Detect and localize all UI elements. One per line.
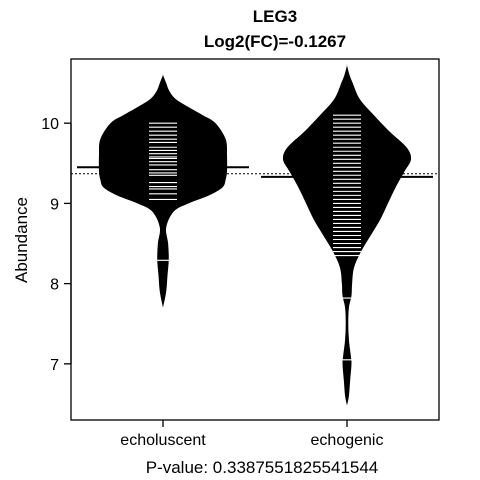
- chart-subtitle: Log2(FC)=-0.1267: [204, 32, 346, 51]
- x-axis-label: P-value: 0.3387551825541544: [146, 458, 379, 477]
- bean-shape: [98, 74, 228, 308]
- y-axis: 7 8 9 10: [41, 116, 72, 374]
- bean-echoluscent: [77, 74, 249, 308]
- x-axis: echoluscent echogenic: [120, 420, 383, 449]
- bean-echogenic: [261, 64, 433, 406]
- y-axis-label: Abundance: [12, 197, 31, 283]
- y-tick-label: 8: [50, 277, 59, 294]
- beans-layer: [71, 64, 439, 406]
- chart-title: LEG3: [253, 7, 297, 26]
- x-tick-label: echoluscent: [120, 432, 206, 449]
- plot-frame: [70, 58, 440, 421]
- x-tick-label: echogenic: [311, 432, 384, 449]
- bean-shape: [282, 64, 412, 406]
- y-tick-label: 7: [50, 357, 59, 374]
- y-tick-label: 9: [50, 196, 59, 213]
- y-tick-label: 10: [41, 116, 59, 133]
